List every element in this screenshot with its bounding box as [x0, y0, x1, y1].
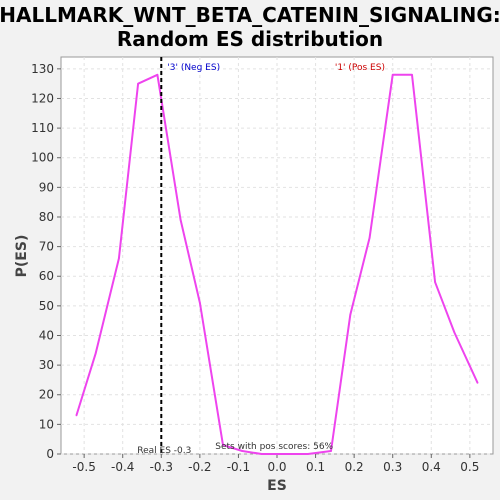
annotations: '3' (Neg ES) '1' (Pos ES) Real ES -0.3 Sets…: [137, 57, 385, 456]
y-tick-label: 50: [39, 299, 54, 313]
data-point: [118, 257, 120, 260]
data-point: [283, 453, 286, 455]
neg-es-label: '3' (Neg ES): [167, 63, 220, 73]
x-axis-label: ES: [267, 478, 287, 494]
y-tick-label: 100: [31, 151, 54, 165]
y-tick-label: 30: [39, 358, 54, 372]
data-point: [476, 382, 479, 384]
data-point: [94, 352, 97, 355]
x-tick-label: -0.3: [150, 460, 173, 474]
x-axis-ticks: -0.5 -0.4 -0.3 -0.2 -0.1 0.0 0.1 0.2 0.3 0.4 0.5: [72, 454, 479, 474]
y-tick-label: 130: [31, 62, 54, 76]
distribution-line: [75, 73, 479, 455]
data-point: [434, 281, 436, 283]
y-tick-label: 80: [39, 210, 54, 224]
real-es-note: Real ES -0.3: [137, 446, 191, 456]
data-point: [453, 331, 456, 334]
data-point: [75, 414, 78, 417]
x-tick-label: 0.0: [267, 460, 286, 474]
data-point: [156, 73, 159, 76]
x-tick-label: 0.4: [422, 460, 441, 474]
y-tick-label: 120: [31, 91, 54, 105]
data-point: [241, 450, 244, 452]
y-tick-label: 0: [46, 447, 54, 461]
data-point: [199, 302, 201, 304]
data-point: [330, 450, 332, 452]
x-tick-label: 0.1: [306, 460, 325, 474]
data-point: [260, 453, 263, 455]
chart-title-line1: HALLMARK_WNT_BETA_CATENIN_SIGNALING:: [0, 3, 500, 27]
data-point: [307, 453, 309, 455]
data-point: [411, 73, 413, 76]
data-point: [179, 219, 182, 221]
series-layer: [75, 73, 479, 455]
data-point: [137, 82, 139, 85]
y-tick-label: 20: [39, 388, 54, 402]
data-point: [391, 73, 394, 76]
x-tick-label: -0.2: [188, 460, 211, 474]
x-tick-label: -0.1: [227, 460, 250, 474]
pos-scores-note: Sets with pos scores: 56%: [215, 442, 333, 452]
x-tick-label: 0.5: [460, 460, 479, 474]
x-tick-label: -0.5: [72, 460, 95, 474]
y-tick-label: 90: [39, 180, 54, 194]
y-tick-label: 110: [31, 121, 54, 135]
data-point: [368, 236, 371, 239]
data-point: [222, 444, 224, 446]
x-tick-label: 0.2: [345, 460, 364, 474]
x-tick-label: -0.4: [111, 460, 134, 474]
grid: [61, 57, 493, 455]
y-axis-ticks: 0 10 20 30 40 50 60 70 80 90 100 110 120 130: [31, 62, 61, 461]
data-point: [349, 313, 352, 316]
chart-title-line2: Random ES distribution: [117, 27, 383, 51]
y-tick-label: 40: [39, 328, 54, 342]
y-tick-label: 60: [39, 269, 54, 283]
y-tick-label: 70: [39, 240, 54, 254]
x-tick-label: 0.3: [383, 460, 402, 474]
pos-es-label: '1' (Pos ES): [335, 63, 385, 73]
y-tick-label: 10: [39, 417, 54, 431]
y-axis-label: P(ES): [14, 235, 30, 278]
